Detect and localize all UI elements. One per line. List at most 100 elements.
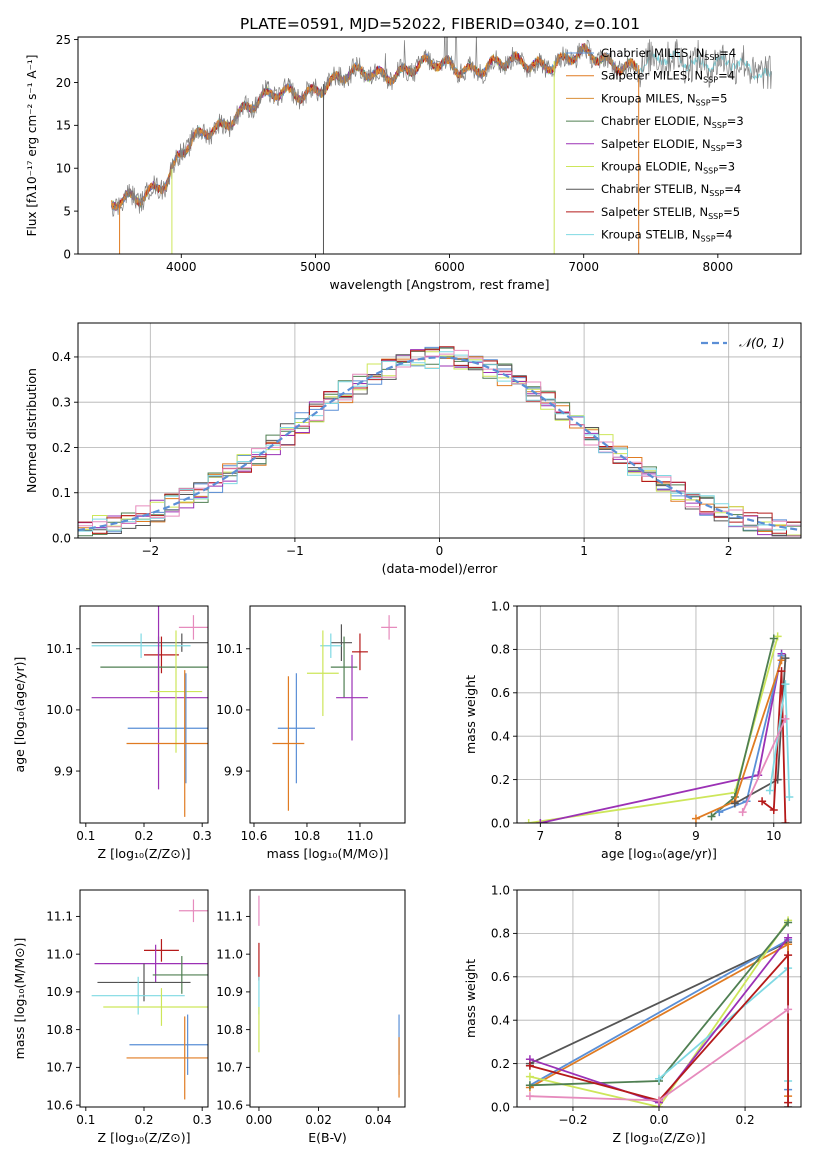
y-tick-label: 0.2: [52, 441, 71, 455]
y-tick-label: 0.3: [52, 396, 71, 410]
y-tick-label: 11.0: [46, 947, 73, 961]
y-tick-label: 10.7: [216, 1061, 243, 1075]
y-tick-label: 10.1: [46, 642, 73, 656]
x-axis-label: (data-model)/error: [382, 561, 499, 576]
mass-weight-marker: [781, 680, 790, 689]
mass-weight-marker: [781, 714, 790, 723]
y-tick-label: 25: [56, 33, 71, 47]
y-tick-label: 0.6: [491, 970, 510, 984]
y-tick-label: 10.9: [46, 985, 73, 999]
x-tick-label: 8: [614, 829, 622, 843]
histogram-step: [78, 351, 801, 532]
plot-area-age_vs_mass: [272, 615, 398, 811]
x-tick-label: 5000: [300, 260, 331, 274]
y-tick-label: 9.9: [224, 764, 243, 778]
plot-area-mass_vs_Z: [91, 899, 208, 1100]
mass-weight-marker: [525, 1072, 534, 1081]
x-tick-label: 4000: [166, 260, 197, 274]
x-tick-label: 9: [692, 829, 700, 843]
y-tick-label: 0.0: [491, 1100, 510, 1114]
legend-entry: Kroupa MILES, NSSP=5: [601, 91, 727, 107]
x-tick-label: 0.3: [193, 1113, 212, 1127]
x-tick-label: 0: [436, 544, 444, 558]
x-tick-label: 0.2: [134, 1113, 153, 1127]
axes-frame: [79, 605, 209, 824]
panels: 4000 5000 6000 7000 80000510152025wavelength…: [12, 33, 802, 1145]
x-tick-label: 8000: [703, 260, 734, 274]
axes-frame: [249, 605, 406, 824]
panel-spectrum: 4000 5000 6000 7000 8000 0 5 10 15 20 25 wavelength…: [25, 33, 802, 292]
x-axis-label: Z [log₁₀(Z/Z⊙)]: [98, 846, 191, 861]
x-tick-label: 10: [766, 829, 781, 843]
y-axis-label: mass [log₁₀(M/M⊙)]: [12, 938, 27, 1060]
mass-weight-marker: [524, 819, 533, 823]
y-tick-label: 10.9: [216, 985, 243, 999]
mass-weight-marker: [784, 951, 793, 960]
mass-weight-marker: [769, 634, 778, 643]
mass-weight-marker: [715, 808, 724, 817]
mass-weight-marker: [784, 1005, 793, 1014]
mass-weight-line: [695, 660, 783, 820]
mass-weight-marker: [784, 1098, 793, 1107]
figure-title: PLATE=0591, MJD=52022, FIBERID=0340, z=0…: [240, 15, 640, 33]
y-tick-label: 0.4: [52, 350, 71, 364]
y-axis-label: Flux [fλ10⁻¹⁷ erg cm⁻² s⁻¹ A⁻¹]: [25, 55, 39, 237]
x-tick-label: 0.2: [134, 829, 153, 843]
y-axis-label: age [log₁₀(age/yr)]: [12, 657, 27, 773]
y-tick-label: 0.4: [491, 1014, 510, 1028]
legend-entry: Chabrier ELODIE, NSSP=3: [601, 114, 744, 130]
axes-frame: [77, 36, 802, 255]
mass-weight-marker: [781, 819, 790, 823]
plot-area-age_vs_Z: [91, 606, 208, 817]
axes-frame: [249, 889, 406, 1108]
mass-weight-line: [741, 718, 787, 813]
y-tick-label: 15: [56, 119, 71, 133]
mass-weight-line: [529, 919, 789, 1107]
x-tick-label: 0.3: [193, 829, 212, 843]
y-tick-label: 10.0: [216, 703, 243, 717]
y-axis-label: Normed distribution: [24, 368, 39, 493]
legend-entry: Chabrier MILES, NSSP=4: [601, 46, 736, 62]
mass-weight-marker: [536, 819, 545, 823]
y-tick-label: 11.1: [216, 910, 243, 924]
y-tick-label: 0: [63, 247, 71, 261]
mass-weight-marker: [707, 812, 716, 821]
y-tick-label: 0.2: [491, 1057, 510, 1071]
mass-weight-marker: [691, 814, 700, 823]
x-tick-label: 0.1: [76, 1113, 95, 1127]
legend-entry: Chabrier STELIB, NSSP=4: [601, 182, 741, 198]
x-axis-label: Z [log₁₀(Z/Z⊙)]: [613, 1130, 706, 1145]
y-tick-label: 10.6: [46, 1098, 73, 1112]
y-tick-label: 0.0: [52, 531, 71, 545]
plot-area-mass_vs_EBV: [258, 895, 400, 1098]
mass-weight-marker: [765, 786, 774, 795]
x-tick-label: 0.00: [246, 1113, 273, 1127]
mass-weight-line: [529, 952, 789, 1103]
x-tick-label: 10.8: [294, 829, 321, 843]
x-tick-label: 0.1: [76, 829, 95, 843]
plot-area-residuals: [78, 346, 801, 537]
x-tick-label: −2: [141, 544, 159, 558]
mass-weight-marker: [769, 805, 778, 814]
y-tick-label: 20: [56, 76, 71, 90]
y-tick-label: 10.0: [46, 703, 73, 717]
x-axis-label: Z [log₁₀(Z/Z⊙)]: [98, 1130, 191, 1145]
plot-area-massweight_vs_age: [524, 632, 794, 823]
panel-age_vs_Z: 0.1 0.2 0.3 9.9 10.0 10.1 Z [log₁₀(Z/Z⊙)] age […: [12, 605, 212, 861]
mass-weight-marker: [730, 799, 739, 808]
panel-massweight_vs_Z: −0.2 0.0 0.2 0.0 0.2 0.4 0.6 0.8 1.0 Z [log₁₀(Z/Z…: [463, 883, 802, 1145]
legend-entry: Salpeter ELODIE, NSSP=3: [601, 137, 743, 153]
y-tick-label: 11.0: [216, 947, 243, 961]
x-axis-label: age [log₁₀(age/yr)]: [601, 846, 717, 861]
legend-entry: Kroupa ELODIE, NSSP=3: [601, 160, 735, 176]
legend-entry: 𝒩(0, 1): [739, 335, 785, 350]
mass-weight-marker: [655, 1074, 663, 1083]
y-tick-label: 10.7: [46, 1061, 73, 1075]
y-tick-label: 1.0: [491, 599, 510, 613]
x-tick-label: 0.0: [649, 1113, 668, 1127]
axes-frame: [516, 605, 802, 824]
x-tick-label: −0.2: [558, 1113, 587, 1127]
y-axis-label: mass weight: [463, 959, 478, 1038]
y-tick-label: 10.8: [216, 1023, 243, 1037]
